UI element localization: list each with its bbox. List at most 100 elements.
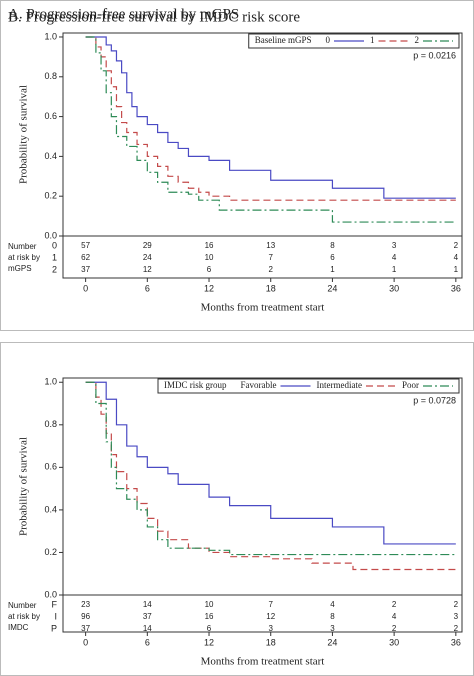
risk-group-label: 2 [52,264,57,274]
x-tick-label: 12 [204,637,214,647]
panel-border [0,0,474,331]
x-axis-label: Months from treatment start [201,656,325,668]
x-tick-label: 36 [451,637,461,647]
risk-group-label: 1 [52,252,57,262]
risk-count: 1 [330,265,335,274]
y-tick-label: 0.2 [44,547,57,557]
risk-count: 57 [81,241,90,250]
risk-count: 14 [143,600,152,609]
legend-label: Favorable [241,380,277,390]
panel-title: A. Progression-free survival by mGPS [8,6,239,22]
x-tick-label: 18 [266,283,276,293]
y-tick-label: 0.8 [44,419,57,429]
risk-count: 3 [269,624,274,633]
panel-title: B. Progression-free survival by IMDC ris… [8,9,300,25]
risk-group-label: 0 [52,240,57,250]
risk-table-label: at risk by [8,612,40,621]
y-tick-label: 0.4 [44,151,57,161]
risk-count: 12 [143,265,152,274]
risk-count: 4 [392,253,397,262]
risk-count: 1 [454,265,459,274]
x-tick-label: 24 [327,637,337,647]
risk-count: 14 [143,624,152,633]
risk-count: 2 [269,265,274,274]
risk-count: 4 [392,612,397,621]
x-tick-label: 36 [451,283,461,293]
risk-count: 4 [330,600,335,609]
risk-count: 3 [454,612,459,621]
risk-count: 16 [205,612,214,621]
legend: Baseline mGPS 0 1 2 [248,33,460,49]
survival-curve [85,36,456,201]
x-tick-label: 6 [145,637,150,647]
risk-count: 6 [207,624,212,633]
risk-group-label: I [54,611,57,621]
x-tick-label: 0 [83,637,88,647]
risk-count: 13 [266,241,275,250]
risk-count: 6 [207,265,212,274]
y-tick-label: 0.8 [44,71,57,81]
legend-label: Intermediate [317,380,362,390]
risk-count: 2 [454,600,459,609]
survival-curve [85,36,456,199]
y-tick-label: 0.0 [44,589,57,599]
y-axis-label: Probability of survival [18,437,30,536]
y-tick-label: 0.6 [44,462,57,472]
y-tick-label: 0.4 [44,504,57,514]
risk-count: 10 [205,600,214,609]
risk-group-label: F [52,599,58,609]
risk-count: 8 [330,612,335,621]
risk-count: 8 [330,241,335,250]
risk-count: 62 [81,253,90,262]
risk-count: 37 [143,612,152,621]
survival-curve [85,36,456,223]
p-value: p = 0.0216 [413,50,456,60]
plot-frame [62,377,463,633]
risk-count: 4 [454,253,459,262]
risk-count: 2 [392,624,397,633]
risk-count: 37 [81,624,90,633]
p-value: p = 0.0728 [413,395,456,405]
y-tick-label: 0.2 [44,191,57,201]
risk-count: 96 [81,612,90,621]
x-tick-label: 6 [145,283,150,293]
survival-curve [85,381,456,571]
survival-curve [85,381,456,556]
legend-label: Poor [402,380,419,390]
legend-label: 2 [415,35,420,45]
risk-count: 3 [392,241,397,250]
risk-count: 2 [454,624,459,633]
risk-count: 29 [143,241,152,250]
y-tick-label: 1.0 [44,377,57,387]
risk-count: 7 [269,600,274,609]
x-tick-label: 30 [389,283,399,293]
risk-table-label: Number [8,601,37,610]
x-tick-label: 18 [266,637,276,647]
survival-curve [85,381,456,545]
risk-count: 7 [269,253,274,262]
y-tick-label: 1.0 [44,31,57,41]
risk-count: 3 [330,624,335,633]
legend-label: 0 [326,35,331,45]
risk-count: 37 [81,265,90,274]
plot-frame [62,32,463,279]
risk-table-label: at risk by [8,253,40,262]
y-axis-label: Probability of survival [18,85,30,184]
legend-label: 1 [370,35,375,45]
risk-table-label: mGPS [8,264,32,273]
x-axis-label: Months from treatment start [201,302,325,314]
risk-count: 12 [266,612,275,621]
risk-count: 23 [81,600,90,609]
risk-group-label: P [51,623,57,633]
risk-count: 2 [392,600,397,609]
legend-title: Baseline mGPS [255,35,312,45]
risk-table-label: Number [8,242,37,251]
risk-count: 24 [143,253,152,262]
risk-count: 6 [330,253,335,262]
risk-table-label: IMDC [8,623,29,632]
risk-count: 10 [205,253,214,262]
x-tick-label: 0 [83,283,88,293]
legend-title: IMDC risk group [164,380,227,390]
y-tick-label: 0.6 [44,111,57,121]
